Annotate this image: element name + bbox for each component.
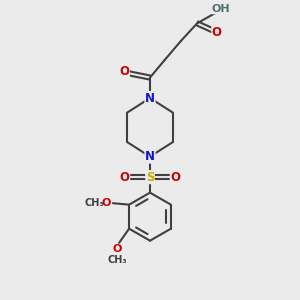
Text: N: N [145, 92, 155, 104]
Text: O: O [212, 26, 222, 39]
Text: O: O [119, 171, 129, 184]
Text: O: O [112, 244, 122, 254]
Text: N: N [145, 150, 155, 163]
Text: CH₃: CH₃ [107, 255, 127, 265]
Text: OH: OH [212, 4, 231, 14]
Text: S: S [146, 171, 154, 184]
Text: CH₃: CH₃ [84, 198, 104, 208]
Text: O: O [102, 198, 111, 208]
Text: O: O [119, 65, 129, 78]
Text: O: O [171, 171, 181, 184]
